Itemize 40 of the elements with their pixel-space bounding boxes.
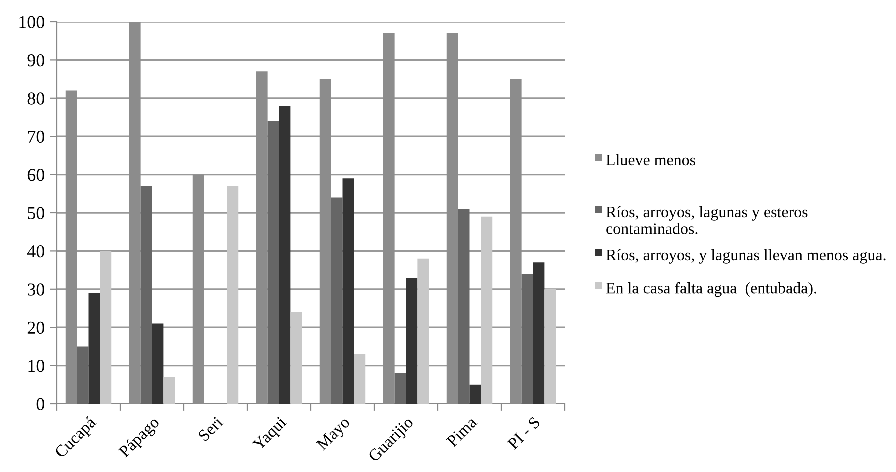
bar [533, 262, 545, 404]
y-tick-label: 100 [20, 16, 45, 28]
bar [544, 289, 556, 404]
bar [152, 324, 164, 404]
bar [331, 198, 343, 404]
bar [406, 278, 418, 404]
bar [342, 178, 354, 404]
bar [140, 186, 152, 404]
bar [522, 274, 534, 404]
bar [394, 373, 406, 404]
x-tick-label: Pima [446, 416, 478, 448]
legend-label: Llueve menos [606, 154, 696, 166]
legend-label: Ríos, arroyos, lagunas y esteros contaminados. [606, 206, 808, 234]
y-tick-label: 90 [28, 54, 45, 67]
x-tick-label: PI - S [507, 416, 541, 450]
bar [77, 346, 89, 404]
y-tick-label: 0 [36, 398, 45, 410]
y-tick-label: 30 [28, 284, 45, 296]
legend-label: Ríos, arroyos, y lagunas llevan menos agua. [606, 249, 886, 264]
y-tick-label: 40 [27, 245, 45, 258]
bar [481, 216, 493, 404]
bar [227, 186, 239, 404]
y-tick-label: 60 [28, 169, 45, 182]
x-tick-label: Seri [198, 416, 224, 442]
bar [268, 121, 280, 404]
bar [279, 106, 291, 404]
bar [100, 251, 112, 404]
bar [470, 384, 482, 404]
bar [290, 312, 302, 404]
y-tick-label: 80 [28, 92, 45, 105]
bar [458, 209, 470, 404]
legend-label: En la casa falta agua (entubada). [606, 282, 816, 298]
y-tick-label: 20 [28, 322, 45, 334]
y-tick-label: 70 [28, 130, 45, 144]
bar [164, 377, 176, 404]
bar [88, 293, 100, 404]
y-tick-label: 50 [28, 207, 45, 220]
bar [354, 354, 366, 404]
bar [418, 258, 430, 404]
y-tick-label: 10 [28, 360, 45, 372]
